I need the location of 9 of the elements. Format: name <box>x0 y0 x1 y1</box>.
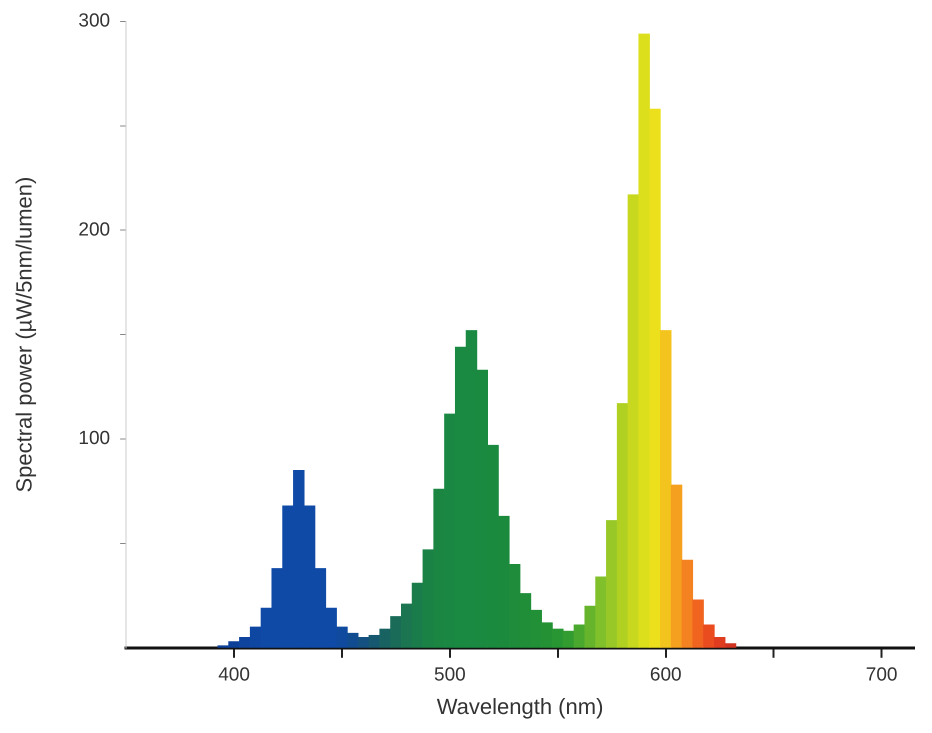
x-axis-title: Wavelength (nm) <box>436 694 604 719</box>
x-tick-label: 400 <box>218 664 250 686</box>
x-tick-label: 600 <box>650 664 682 686</box>
y-tick-label: 200 <box>78 219 110 240</box>
x-tick-label: 700 <box>866 664 898 686</box>
y-tick-label: 300 <box>78 10 110 32</box>
x-tick-label: 500 <box>434 664 466 686</box>
y-axis-title: Spectral power (µW/5nm/lumen) <box>11 176 36 493</box>
y-tick-label: 100 <box>78 428 110 450</box>
